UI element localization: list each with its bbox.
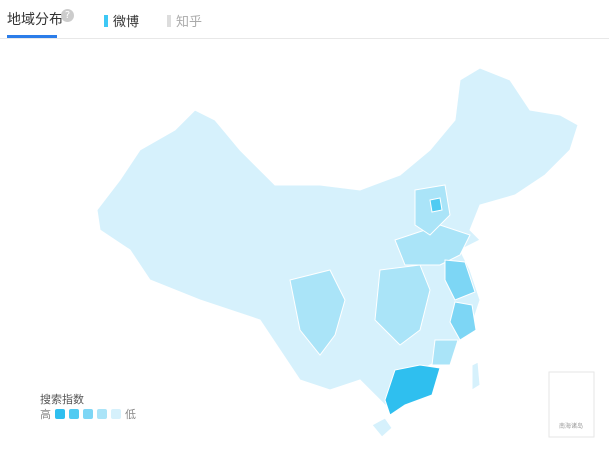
help-icon[interactable]: ? bbox=[61, 9, 74, 22]
region-zhejiang[interactable] bbox=[449, 301, 477, 341]
south-sea-inset: 南海诸岛 bbox=[548, 371, 595, 438]
legend-title: 搜索指数 bbox=[40, 393, 84, 406]
legend: 高 低 bbox=[40, 406, 136, 422]
legend-swatch[interactable] bbox=[69, 409, 79, 419]
legend-swatch[interactable] bbox=[55, 409, 65, 419]
region-country[interactable] bbox=[96, 67, 579, 411]
zhihu-marker-icon bbox=[167, 15, 171, 27]
tab-bar: 地域分布 ? 微博 知乎 bbox=[0, 0, 609, 39]
region-guangdong[interactable] bbox=[384, 364, 441, 416]
source-zhihu[interactable]: 知乎 bbox=[167, 11, 202, 30]
legend-swatch[interactable] bbox=[111, 409, 121, 419]
china-map: 南海诸岛 bbox=[96, 67, 595, 438]
inset-label: 南海诸岛 bbox=[559, 422, 583, 430]
legend-high: 高 bbox=[40, 408, 51, 421]
region-sichuan[interactable] bbox=[289, 269, 346, 356]
weibo-marker-icon bbox=[104, 15, 108, 27]
region-jiangsu[interactable] bbox=[444, 259, 476, 301]
region-fujian[interactable] bbox=[431, 339, 459, 366]
tab-region-distribution[interactable]: 地域分布 bbox=[7, 12, 63, 28]
active-tab-indicator bbox=[7, 35, 57, 38]
source-label: 微博 bbox=[113, 15, 140, 30]
legend-low: 低 bbox=[125, 408, 136, 421]
region-taiwan[interactable] bbox=[471, 361, 481, 391]
legend-swatch[interactable] bbox=[97, 409, 107, 419]
region-beijing[interactable] bbox=[429, 197, 443, 213]
source-weibo[interactable]: 微博 bbox=[104, 11, 139, 30]
legend-swatch[interactable] bbox=[83, 409, 93, 419]
source-label: 知乎 bbox=[176, 15, 203, 30]
region-hainan[interactable] bbox=[371, 417, 393, 438]
